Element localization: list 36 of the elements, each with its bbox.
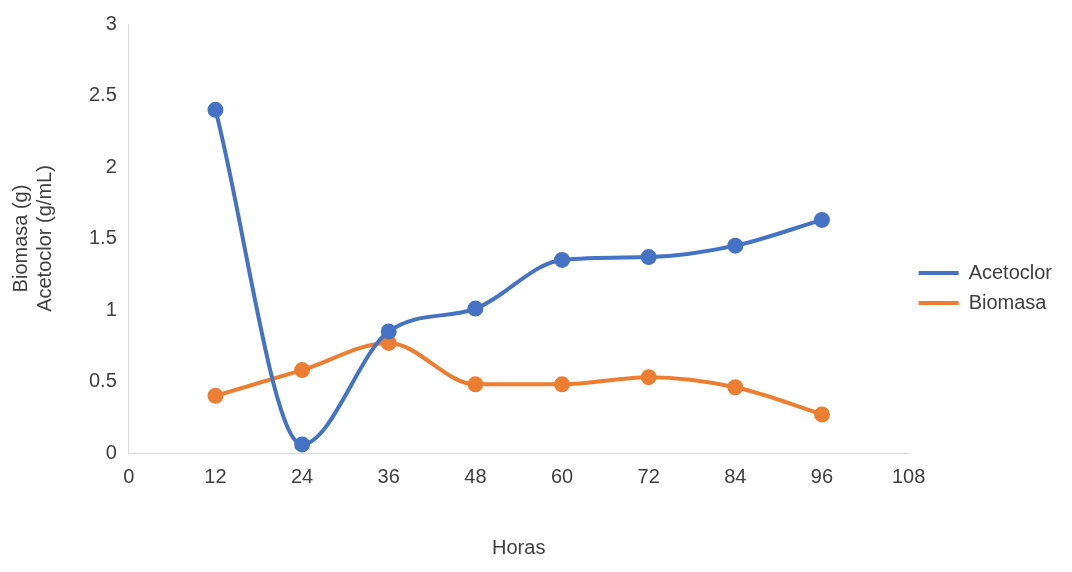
point bbox=[727, 379, 744, 396]
y-tick-label: 0 bbox=[105, 440, 117, 463]
x-tick-label: 60 bbox=[550, 464, 574, 487]
y-tick-label: 3 bbox=[105, 11, 117, 34]
x-tick-label: 12 bbox=[204, 464, 227, 487]
y-tick-label: 2.5 bbox=[88, 83, 117, 106]
y-tick-label: 1 bbox=[105, 297, 117, 320]
x-tick-label: 84 bbox=[724, 464, 747, 487]
point bbox=[294, 362, 311, 379]
point bbox=[554, 251, 571, 268]
y-tick-label: 1.5 bbox=[88, 226, 117, 249]
x-axis-title: Horas bbox=[492, 535, 546, 558]
point bbox=[640, 369, 657, 386]
x-tick-label: 24 bbox=[290, 464, 314, 487]
y-tick-label: 2 bbox=[105, 154, 117, 177]
legend-label: Biomasa bbox=[968, 290, 1048, 313]
point bbox=[467, 376, 484, 393]
x-tick-label: 96 bbox=[810, 464, 834, 487]
point bbox=[640, 249, 657, 266]
legend-label: Acetoclor bbox=[968, 260, 1053, 283]
y-axis-title: Biomasa (g) Acetoclor (g/mL) bbox=[8, 165, 55, 312]
point bbox=[380, 323, 397, 340]
point bbox=[813, 211, 830, 228]
point bbox=[207, 387, 224, 404]
x-tick-label: 72 bbox=[637, 464, 660, 487]
x-tick-label: 0 bbox=[123, 464, 135, 487]
point bbox=[467, 300, 484, 317]
point bbox=[207, 101, 224, 118]
point bbox=[294, 436, 311, 453]
point bbox=[813, 406, 830, 423]
x-tick-label: 48 bbox=[464, 464, 487, 487]
x-tick-label: 36 bbox=[377, 464, 400, 487]
x-tick-label: 108 bbox=[891, 464, 926, 487]
y-tick-label: 0.5 bbox=[88, 369, 117, 392]
point bbox=[727, 237, 744, 254]
point bbox=[554, 376, 571, 393]
